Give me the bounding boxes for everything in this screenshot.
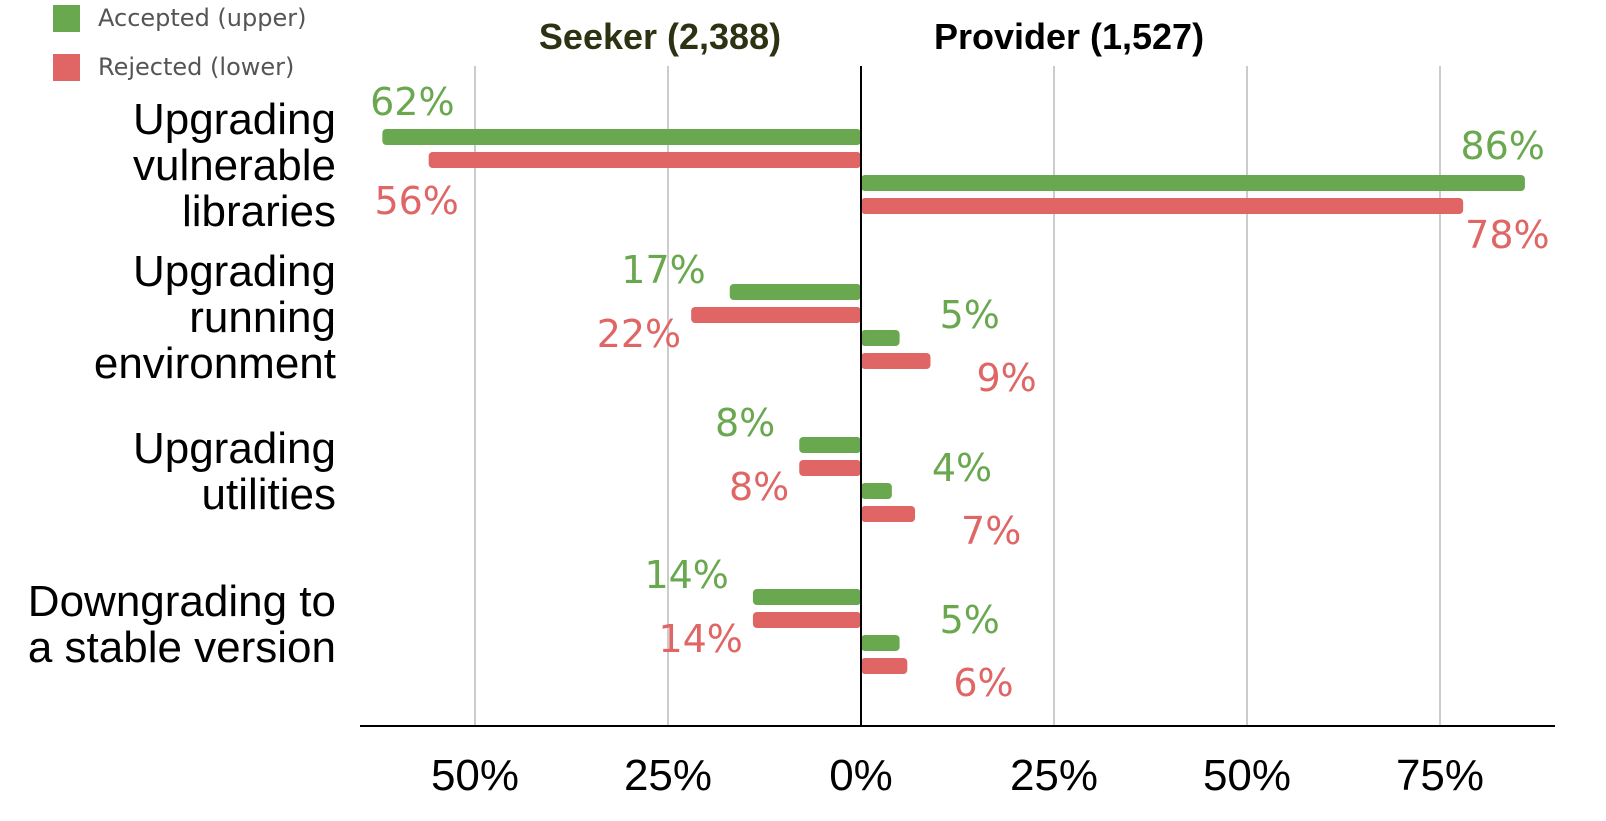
seeker-rejected-bar: [428, 152, 861, 168]
legend-swatch: [53, 5, 80, 32]
x-tick-label: 25%: [1010, 751, 1098, 800]
category-label-line: environment: [94, 339, 336, 388]
provider-accepted-data-label: 5%: [940, 598, 1000, 642]
provider-rejected-bar: [861, 198, 1464, 214]
labels: 62%56%86%78%Upgrading vulnerable libraries…: [28, 16, 1550, 705]
seeker-rejected-data-label: 22%: [597, 312, 681, 356]
category-label-line: Upgrading: [133, 424, 336, 473]
x-tick-label: 50%: [1203, 751, 1291, 800]
provider-accepted-bar: [861, 635, 900, 651]
category-label: Upgrading vulnerable libraries: [133, 95, 336, 236]
provider-accepted-data-label: 5%: [940, 293, 1000, 337]
provider-rejected-data-label: 7%: [961, 509, 1021, 553]
provider-rejected-data-label: 6%: [953, 661, 1013, 705]
seeker-accepted-bar: [799, 437, 861, 453]
category-label-line: vulnerable: [133, 141, 336, 190]
seeker-accepted-data-label: 14%: [644, 553, 728, 597]
seeker-rejected-data-label: 14%: [658, 617, 742, 661]
legend: Accepted (upper) Rejected (lower): [53, 4, 306, 81]
seeker-rejected-data-label: 8%: [729, 465, 789, 509]
provider-rejected-data-label: 78%: [1465, 213, 1549, 257]
category-label-line: Upgrading: [133, 95, 336, 144]
provider-accepted-bar: [861, 330, 900, 346]
provider-rejected-bar: [861, 506, 916, 522]
seeker-accepted-bar: [382, 129, 861, 145]
provider-accepted-data-label: 86%: [1460, 124, 1544, 168]
x-tick-label: 0%: [829, 751, 893, 800]
category-label-line: Downgrading to: [28, 577, 336, 626]
provider-rejected-bar: [861, 353, 931, 369]
x-tick-label: 50%: [431, 751, 519, 800]
seeker-accepted-bar: [752, 589, 861, 605]
seeker-accepted-data-label: 8%: [715, 401, 775, 445]
seeker-accepted-bar: [729, 284, 861, 300]
category-label-line: a stable version: [28, 623, 336, 672]
seeker-accepted-data-label: 17%: [621, 248, 705, 292]
x-tick-label: 75%: [1396, 751, 1484, 800]
provider-accepted-bar: [861, 175, 1525, 191]
seeker-rejected-bar: [752, 612, 861, 628]
provider-rejected-bar: [861, 658, 908, 674]
legend-swatch: [53, 54, 80, 81]
legend-label: Accepted (upper): [98, 4, 306, 32]
axes: 50% 25% 0% 25% 50% 75%: [360, 66, 1555, 800]
seeker-accepted-data-label: 62%: [370, 80, 454, 124]
x-tick-label: 25%: [624, 751, 712, 800]
legend-label: Rejected (lower): [98, 53, 294, 81]
category-label: Downgrading to a stable version: [28, 577, 336, 672]
seeker-title: Seeker (2,388): [539, 16, 781, 57]
category-label: Upgrading running environment: [94, 247, 336, 388]
seeker-rejected-data-label: 56%: [374, 179, 458, 223]
seeker-rejected-bar: [799, 460, 861, 476]
category-label-line: Upgrading: [133, 247, 336, 296]
provider-title: Provider (1,527): [934, 16, 1204, 57]
category-label-line: utilities: [202, 470, 337, 519]
category-label-line: libraries: [182, 187, 336, 236]
category-label-line: running: [189, 293, 336, 342]
seeker-rejected-bar: [691, 307, 861, 323]
provider-accepted-bar: [861, 483, 892, 499]
provider-rejected-data-label: 9%: [976, 356, 1036, 400]
bars: [382, 129, 1525, 674]
provider-accepted-data-label: 4%: [932, 446, 992, 490]
category-label: Upgrading utilities: [133, 424, 336, 519]
